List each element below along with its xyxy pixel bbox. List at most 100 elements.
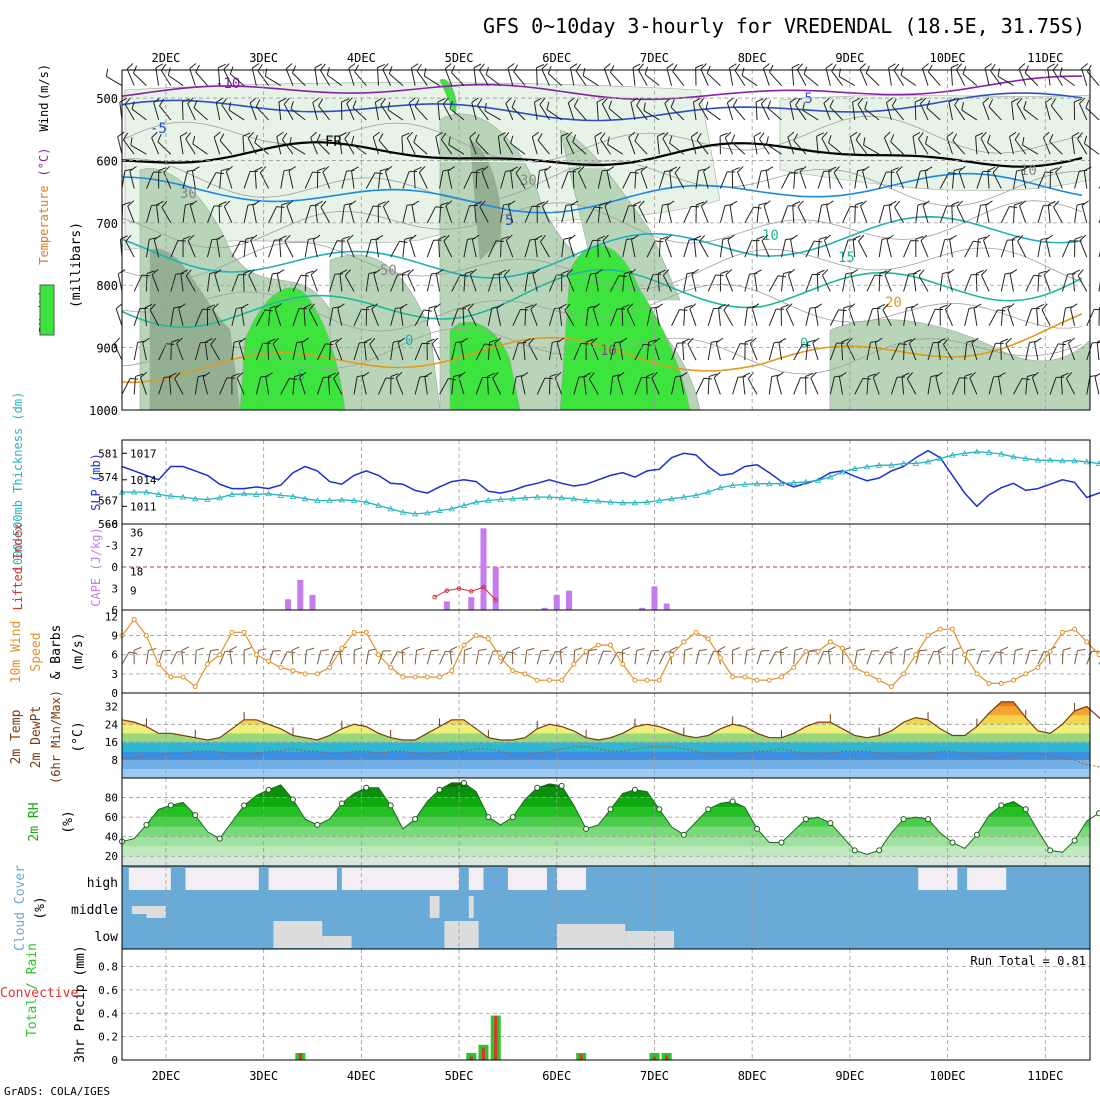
thickness-point [387, 505, 394, 512]
wind-barb-flag [142, 337, 150, 343]
wind-barb [725, 274, 734, 292]
wind-barb [567, 102, 575, 121]
rh-band [122, 817, 1090, 827]
footer-credit: GrADS: COLA/IGES [4, 1085, 110, 1098]
wind-barb [793, 140, 807, 155]
wind-barb-flag [1014, 201, 1023, 206]
wind-barb [946, 136, 953, 155]
wind-barb [838, 76, 856, 87]
wind-barb-flag [737, 376, 746, 378]
contour-label: 5 [505, 213, 513, 229]
wind-barb [785, 309, 795, 326]
wind-barb [507, 205, 514, 223]
wind-barb-flag [874, 274, 883, 277]
wind-barb-flag [653, 337, 661, 344]
wind-barb-flag [397, 651, 406, 654]
wind-barb-flag [544, 377, 553, 380]
wind-barb-flag [1096, 340, 1100, 343]
run-total-label: Run Total = 0.81 [970, 954, 1086, 968]
wind-barb-flag [1071, 132, 1080, 137]
wind-barb-flag [665, 234, 672, 241]
rh2m-point [460, 779, 467, 786]
wind-barb [460, 342, 465, 361]
wind-barb-flag [478, 648, 487, 652]
wind-barb [113, 343, 123, 361]
wind-barb-flag [985, 200, 993, 206]
wind-barb [416, 70, 428, 86]
wind-barb [238, 342, 245, 361]
wind-barb [479, 206, 489, 224]
wind-barb [1011, 239, 1015, 258]
rh2m-series-line [121, 782, 1100, 855]
rh2m-point [729, 798, 736, 805]
wind-barb-flag [810, 371, 817, 379]
wind-barb-flag [471, 97, 479, 103]
wind-barb [467, 309, 477, 326]
wind-barb [610, 308, 618, 326]
wind-barb-flag [696, 132, 702, 141]
wind-barb [326, 74, 343, 87]
wind-barb-flag [1062, 647, 1071, 651]
wind-barb [903, 240, 912, 258]
wind-barb-flag [588, 372, 595, 380]
wind-barb [939, 205, 948, 224]
wind-barb-flag [310, 131, 317, 138]
wind-barb [644, 74, 660, 86]
wind-barb-flag [212, 303, 219, 310]
wind-barb [795, 104, 807, 121]
wind-barb [862, 170, 868, 189]
wind-barb-flag [1009, 131, 1017, 138]
thickness-point [717, 484, 724, 491]
wind-barb [603, 68, 611, 86]
wind-barb-flag [554, 371, 562, 378]
wind-barb-flag [860, 200, 867, 207]
wind10-point [156, 661, 162, 667]
wind-barb-flag [901, 372, 910, 377]
cape-bar [468, 597, 475, 610]
wind-barb-flag [1038, 270, 1047, 274]
wind-barb-flag [339, 269, 348, 275]
wind-barb [700, 205, 709, 224]
wind10-point [1096, 652, 1100, 658]
wind-barb-flag [981, 269, 988, 276]
wind-barb-flag [879, 270, 888, 274]
wind-barb [1011, 101, 1015, 120]
wind-barb [1049, 343, 1059, 361]
wind-barb [718, 307, 721, 326]
wind-barb [662, 275, 673, 292]
lifted-tick-label: -6 [105, 518, 118, 531]
rh2m-point [973, 831, 980, 838]
wind-barb-flag [756, 235, 765, 240]
wind-barb-flag [1077, 269, 1084, 277]
wind-barb [956, 206, 966, 224]
wind-barb [280, 651, 288, 665]
wind-barb-flag [954, 98, 960, 106]
thickness-point [607, 498, 614, 505]
wind-barb-flag [539, 168, 548, 172]
wind-barb-flag [699, 649, 708, 652]
wind-barb-flag [749, 337, 757, 344]
rh2m-point [1071, 837, 1078, 844]
precip-convective-bar [494, 1015, 498, 1060]
wind-barb-flag [1021, 378, 1030, 381]
wind-barb [414, 106, 428, 121]
thickness-point [949, 451, 956, 458]
wind10-point [913, 652, 919, 658]
wind-barb-flag [606, 166, 615, 172]
wind-barb-flag [277, 269, 285, 275]
wind-barb [884, 274, 892, 292]
wind-barb [533, 102, 538, 120]
wind-barb [814, 307, 819, 326]
isotherm-line [121, 215, 1083, 279]
wind-barb-flag [816, 269, 825, 274]
wind-barb [377, 170, 381, 189]
wind-barb-flag [383, 200, 390, 207]
wind-barb-flag [909, 337, 916, 344]
thickness-point [570, 495, 578, 502]
wind-barb-flag [474, 200, 483, 206]
wind-barb [308, 309, 318, 327]
temp-band [122, 701, 1090, 707]
precip-convective-bar [469, 1056, 473, 1060]
wind-barb [558, 307, 563, 326]
wind-barb-flag [247, 131, 254, 139]
